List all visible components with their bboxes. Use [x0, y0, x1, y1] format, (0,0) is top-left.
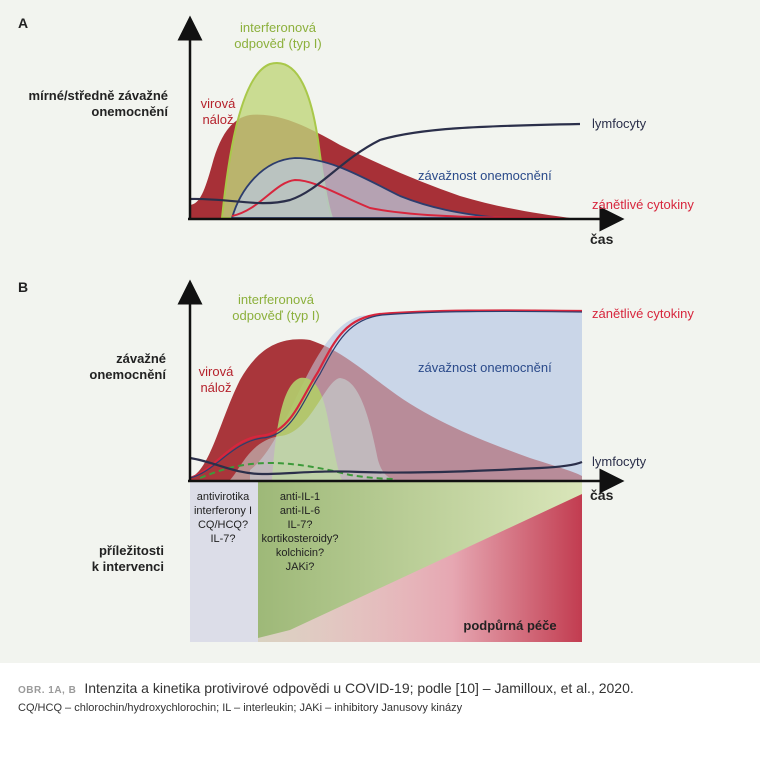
panel-b-ylabel-2: onemocnění — [89, 367, 166, 382]
panel-a-lymphocyte-curve — [189, 122, 581, 205]
early-treatment-item: antivirotika — [197, 491, 250, 503]
panel-a-viral-label-1: virová — [201, 96, 236, 111]
panel-b-severity-curve — [189, 310, 583, 479]
early-treatment-item: interferony I — [194, 505, 252, 517]
panel-b: B závažné onemocnění čas interferonová o… — [18, 279, 694, 642]
panel-b-cytokine-curve — [189, 309, 583, 480]
panel-b-viral-label-2: nálož — [200, 380, 231, 395]
panel-b-intervention-label-1: příležitosti — [99, 543, 164, 558]
panel-b-supportive-care-zone — [258, 494, 582, 642]
late-treatment-item: kortikosteroidy? — [261, 533, 338, 545]
caption-abbreviations: CQ/HCQ – chlorochin/hydroxychlorochin; I… — [18, 702, 463, 714]
panel-b-viral-label-1: virová — [199, 364, 234, 379]
panel-b-early-treatments: antivirotika interferony I CQ/HCQ? IL-7? — [194, 491, 252, 545]
figure-caption: OBR. 1A, B Intenzita a kinetika protiviro… — [18, 680, 748, 714]
panel-b-severity-label: závažnost onemocnění — [418, 360, 552, 375]
panel-b-interferon-label-2: odpověď (typ I) — [232, 308, 319, 323]
panel-a-letter: A — [18, 15, 28, 31]
panel-b-cytokine-label: zánětlivé cytokiny — [592, 306, 694, 321]
early-treatment-item: CQ/HCQ? — [198, 519, 248, 531]
panel-a-interferon-label-2: odpověď (typ I) — [234, 36, 321, 51]
panel-b-xlabel: čas — [590, 487, 614, 503]
panel-a-ylabel-2: onemocnění — [91, 104, 168, 119]
panel-b-interferon-dashed-curve — [199, 461, 396, 480]
panel-a-interferon-label-1: interferonová — [240, 20, 317, 35]
panel-b-letter: B — [18, 279, 28, 295]
panel-b-late-treatments: anti-IL-1 anti-IL-6 IL-7? kortikosteroid… — [261, 491, 338, 573]
panel-a-ylabel-1: mírné/středně závažné — [29, 88, 168, 103]
caption-title-line: OBR. 1A, B Intenzita a kinetika protiviro… — [18, 680, 748, 696]
late-treatment-item: JAKi? — [286, 561, 315, 573]
late-treatment-item: anti-IL-1 — [280, 491, 320, 503]
late-treatment-item: anti-IL-6 — [280, 505, 320, 517]
panel-b-interferon-label-1: interferonová — [238, 292, 315, 307]
panel-a-xlabel: čas — [590, 231, 614, 247]
panel-b-ylabel-1: závažné — [116, 351, 166, 366]
panel-b-lymph-label: lymfocyty — [592, 454, 647, 469]
caption-title: Intenzita a kinetika protivirové odpověd… — [84, 680, 634, 696]
panel-a-severity-area — [230, 157, 501, 219]
panel-a-cytokine-label: zánětlivé cytokiny — [592, 197, 694, 212]
caption-tag: OBR. 1A, B — [18, 685, 77, 696]
early-treatment-item: IL-7? — [210, 533, 235, 545]
panel-b-supportive-care-label: podpůrná péče — [463, 618, 556, 633]
late-treatment-item: kolchicin? — [276, 547, 324, 559]
panel-a-lymph-label: lymfocyty — [592, 116, 647, 131]
late-treatment-item: IL-7? — [287, 519, 312, 531]
panel-b-intervention-label-2: k intervenci — [92, 559, 164, 574]
panel-a-severity-label: závažnost onemocnění — [418, 168, 552, 183]
panel-a-cytokine-curve — [231, 178, 561, 219]
panel-b-lymphocyte-curve — [189, 456, 583, 476]
panel-b-severity-bump — [230, 378, 395, 480]
panel-a-viral-label-2: nálož — [202, 112, 233, 127]
panel-a: A mírné/středně závažné onemocnění čas i… — [18, 15, 694, 247]
panel-b-early-intervention-zone — [190, 482, 258, 642]
